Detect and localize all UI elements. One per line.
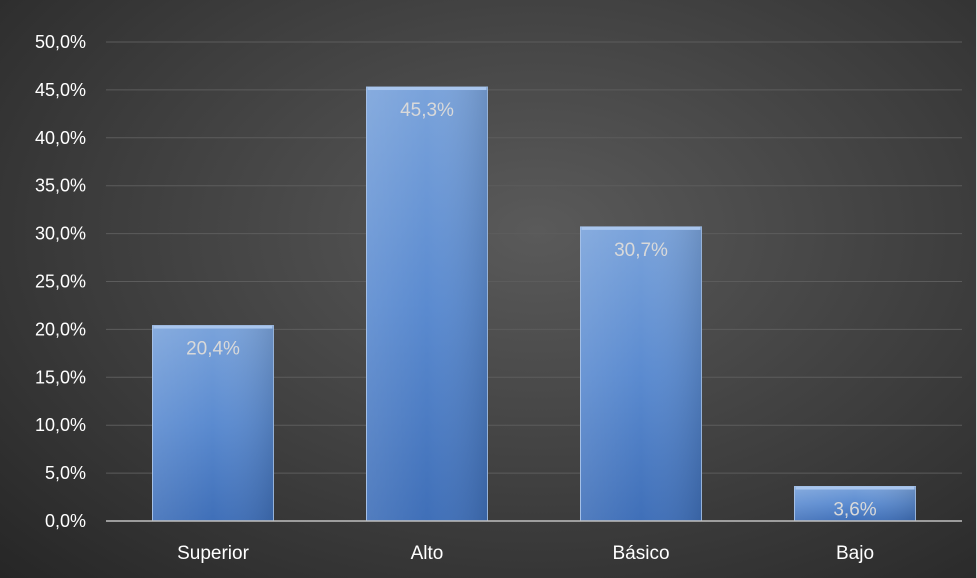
data-label: 30,7% (614, 240, 668, 261)
bar-bajo: 3,6% (794, 486, 916, 522)
y-tick-label: 5,0% (45, 463, 86, 483)
bar-shine (580, 226, 702, 522)
bar-alto: 45,3% (366, 86, 488, 522)
y-tick-label: 0,0% (45, 511, 86, 531)
bar-shine (152, 325, 274, 521)
bars: 20,4% 45,3% 30,7% 3,6% (152, 86, 916, 522)
bar-básico: 30,7% (580, 226, 702, 522)
y-tick-label: 50,0% (35, 32, 86, 52)
bar-superior: 20,4% (152, 325, 274, 522)
x-category-label: Básico (612, 543, 669, 564)
bar-top-highlight (153, 325, 273, 329)
y-axis-tick-labels: 0,0% 5,0% 10,0% 15,0% 20,0% 25,0% 30,0% 35,0% 40… (35, 32, 86, 531)
y-tick-label: 10,0% (35, 415, 86, 435)
data-label: 3,6% (833, 500, 876, 521)
y-tick-label: 35,0% (35, 176, 86, 196)
bar-top-highlight (581, 226, 701, 230)
x-category-label: Bajo (836, 543, 874, 564)
bar-top-highlight (367, 87, 487, 91)
y-tick-label: 45,0% (35, 80, 86, 100)
data-label: 45,3% (400, 100, 454, 121)
bar-shine (794, 486, 916, 521)
bar-top-highlight (795, 486, 915, 490)
y-tick-label: 25,0% (35, 272, 86, 292)
x-category-label: Alto (411, 543, 444, 564)
y-tick-label: 20,0% (35, 319, 86, 339)
x-axis-category-labels: Superior Alto Básico Bajo (177, 543, 874, 564)
y-tick-label: 40,0% (35, 128, 86, 148)
bar-shine (366, 87, 488, 521)
y-tick-label: 15,0% (35, 367, 86, 387)
data-label: 20,4% (186, 339, 240, 360)
y-tick-label: 30,0% (35, 224, 86, 244)
x-category-label: Superior (177, 543, 249, 564)
